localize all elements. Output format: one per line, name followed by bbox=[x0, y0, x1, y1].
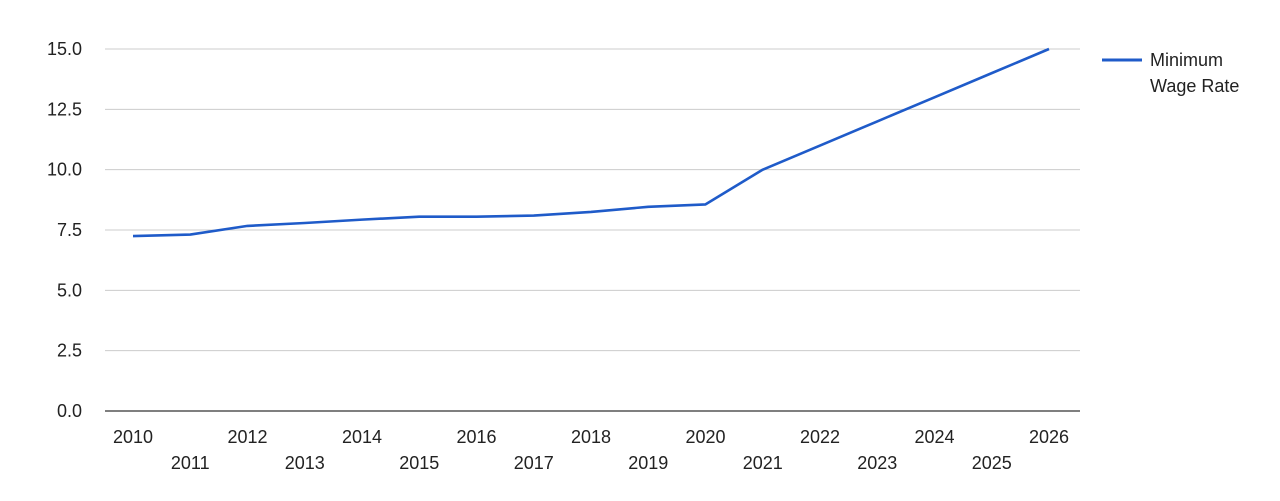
y-tick-label: 10.0 bbox=[47, 160, 82, 180]
y-tick-label: 5.0 bbox=[57, 280, 82, 300]
x-tick-label: 2020 bbox=[685, 427, 725, 447]
y-tick-label: 0.0 bbox=[57, 401, 82, 421]
x-tick-label: 2016 bbox=[456, 427, 496, 447]
x-tick-label: 2023 bbox=[857, 453, 897, 473]
legend-label-line-1: Minimum bbox=[1150, 50, 1223, 70]
x-tick-label: 2025 bbox=[972, 453, 1012, 473]
x-tick-label: 2021 bbox=[743, 453, 783, 473]
x-tick-label: 2011 bbox=[171, 453, 210, 473]
y-tick-label: 15.0 bbox=[47, 39, 82, 59]
y-tick-label: 2.5 bbox=[57, 341, 82, 361]
series-line-minimum-wage-rate bbox=[132, 47, 1050, 238]
series-group bbox=[132, 47, 1050, 238]
x-tick-label: 2012 bbox=[227, 427, 267, 447]
x-tick-label: 2018 bbox=[571, 427, 611, 447]
x-tick-label: 2010 bbox=[113, 427, 153, 447]
legend: Minimum Wage Rate bbox=[1102, 50, 1239, 96]
y-axis-ticks: 0.0 2.5 5.0 7.5 10.0 12.5 15.0 bbox=[47, 39, 82, 421]
x-tick-label: 2014 bbox=[342, 427, 382, 447]
x-tick-label: 2015 bbox=[399, 453, 439, 473]
x-tick-label: 2024 bbox=[914, 427, 954, 447]
y-tick-label: 7.5 bbox=[57, 220, 82, 240]
legend-label-line-2: Wage Rate bbox=[1150, 76, 1239, 96]
x-tick-label: 2017 bbox=[514, 453, 554, 473]
x-tick-label: 2013 bbox=[285, 453, 325, 473]
x-tick-label: 2019 bbox=[628, 453, 668, 473]
x-tick-label: 2026 bbox=[1029, 427, 1069, 447]
y-tick-label: 12.5 bbox=[47, 99, 82, 119]
x-tick-label: 2022 bbox=[800, 427, 840, 447]
x-axis-ticks: 2010 2011 2012 2013 2014 2015 2016 2017 2018 2019… bbox=[113, 427, 1069, 473]
gridlines bbox=[105, 48, 1080, 352]
